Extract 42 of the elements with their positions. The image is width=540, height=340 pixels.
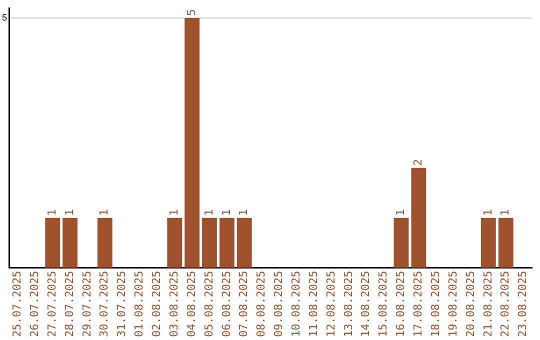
x-tick-label: 20.08.2025 bbox=[464, 270, 477, 338]
x-tick-label: 27.07.2025 bbox=[45, 270, 58, 338]
x-tick-label: 23.08.2025 bbox=[516, 270, 530, 338]
x-tick-label: 22.08.2025 bbox=[498, 270, 512, 338]
data-label: 1 bbox=[237, 208, 250, 216]
x-tick-label: 04.08.2025 bbox=[184, 270, 198, 338]
x-tick-label: 30.07.2025 bbox=[98, 270, 111, 338]
x-tick-label: 16.08.2025 bbox=[394, 270, 408, 338]
x-tick-label: 10.08.2025 bbox=[290, 270, 303, 338]
x-tick-label: 21.08.2025 bbox=[481, 270, 494, 338]
data-label: 1 bbox=[394, 208, 408, 216]
data-label: 1 bbox=[45, 208, 58, 216]
x-tick-label: 02.08.2025 bbox=[150, 270, 164, 338]
data-label: 1 bbox=[481, 208, 494, 216]
data-label: 1 bbox=[202, 208, 216, 216]
x-tick-label: 18.08.2025 bbox=[428, 270, 442, 338]
data-label: 1 bbox=[62, 208, 76, 216]
x-tick-label: 09.08.2025 bbox=[272, 270, 286, 338]
x-tick-label: 07.08.2025 bbox=[237, 270, 250, 338]
x-tick-label: 05.08.2025 bbox=[202, 270, 216, 338]
x-tick-label: 13.08.2025 bbox=[342, 270, 355, 338]
x-tick-label: 15.08.2025 bbox=[376, 270, 390, 338]
x-tick-label: 11.08.2025 bbox=[306, 270, 320, 338]
x-tick-label: 03.08.2025 bbox=[167, 270, 180, 338]
data-label: 1 bbox=[498, 208, 512, 216]
x-tick-label: 26.07.2025 bbox=[28, 270, 42, 338]
data-label: 2 bbox=[412, 158, 425, 166]
data-label: 1 bbox=[167, 208, 180, 216]
x-tick-label: 14.08.2025 bbox=[359, 270, 372, 338]
x-tick-label: 29.07.2025 bbox=[80, 270, 94, 338]
x-tick-label: 12.08.2025 bbox=[324, 270, 338, 338]
x-tick-label: 19.08.2025 bbox=[446, 270, 460, 338]
x-tick-label: 31.07.2025 bbox=[115, 270, 128, 338]
x-tick-label: 25.07.2025 bbox=[10, 270, 24, 338]
data-label: 5 bbox=[184, 8, 198, 16]
x-tick-label: 28.07.2025 bbox=[62, 270, 76, 338]
data-label: 1 bbox=[98, 208, 111, 216]
data-label: 1 bbox=[220, 208, 233, 216]
x-tick-label: 01.08.2025 bbox=[132, 270, 146, 338]
x-tick-label: 08.08.2025 bbox=[254, 270, 268, 338]
x-tick-label: 06.08.2025 bbox=[220, 270, 233, 338]
x-tick-label: 17.08.2025 bbox=[412, 270, 425, 338]
